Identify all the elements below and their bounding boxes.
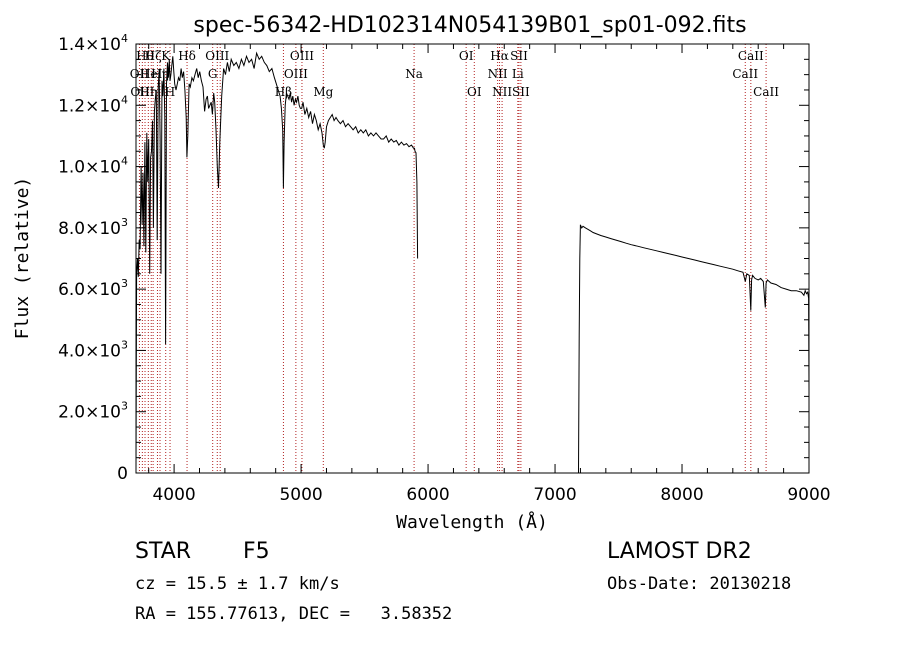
line-marker-label: SII [510,49,528,63]
x-axis-label: Wavelength (Å) [396,511,548,533]
chart-title: spec-56342-HD102314N054139B01_sp01-092.f… [193,13,746,38]
line-marker-label: Hη [139,85,157,99]
y-tick-label: 1.4×104 [58,32,128,55]
line-marker-label: OI [467,85,482,99]
line-marker-label: Li [512,67,524,81]
y-axis-label: Flux (relative) [12,177,33,340]
spectral-line-labels: OIIOIIIHθHηHeIHζHηKHHδGOIIIHβOIIIOIIIMgN… [130,49,779,99]
y-tick-label: 1.2×104 [58,93,128,116]
spectrum-chart: spec-56342-HD102314N054139B01_sp01-092.f… [12,13,831,533]
line-marker-label: CaII [753,85,779,99]
line-marker-label: OII [130,67,150,81]
spectrum-line [135,51,810,474]
x-tick-label: 5000 [279,485,322,505]
spectral-line-markers [138,44,767,473]
x-tick-label: 6000 [406,485,449,505]
survey-name: LAMOST DR2 [607,539,752,564]
redshift-readout: cz = 15.5 ± 1.7 km/s [135,574,340,594]
line-marker-label: H [165,85,175,99]
y-tick-label: 1.0×104 [58,155,128,178]
y-tick-label: 4.0×103 [58,338,128,361]
line-marker-label: G [208,67,218,81]
x-tick-label: 4000 [152,485,195,505]
line-marker-label: OIII [284,67,308,81]
line-marker-label: OIII [290,49,314,63]
line-marker-label: Na [405,67,423,81]
y-tick-label: 2.0×103 [58,400,128,423]
object-class: STAR [135,539,192,564]
x-axis-ticks: 4000 5000 6000 7000 8000 9000 [148,44,831,505]
line-marker-label: CaII [738,49,764,63]
line-marker-label: Hδ [178,49,196,63]
line-marker-label: Mg [313,85,333,99]
y-tick-label: 0 [117,464,128,484]
y-axis-ticks: 0 2.0×103 4.0×103 6.0×103 8.0×103 1.0×104 1.2×… [58,32,809,484]
x-tick-label: 7000 [533,485,576,505]
y-tick-label: 8.0×103 [58,216,128,239]
line-marker-label: Hα [490,49,509,63]
line-marker-label: CaII [732,67,758,81]
line-marker-label: OI [459,49,474,63]
line-marker-label: NII [488,67,508,81]
y-tick-label: 6.0×103 [58,277,128,300]
x-tick-label: 9000 [787,485,830,505]
line-marker-label: HeI [140,67,163,81]
object-subclass: F5 [243,539,270,564]
line-marker-label: Hζ [145,49,162,63]
plot-frame [135,43,810,474]
coordinates: RA = 155.77613, DEC = 3.58352 [135,604,453,624]
line-marker-label: OIII [205,49,229,63]
line-marker-label: NII [492,85,512,99]
obs-date: Obs-Date: 20130218 [607,574,792,594]
x-tick-label: 8000 [660,485,703,505]
line-marker-label: K [161,49,171,63]
line-marker-label: SII [512,85,530,99]
line-marker-label: Hη [151,67,169,81]
